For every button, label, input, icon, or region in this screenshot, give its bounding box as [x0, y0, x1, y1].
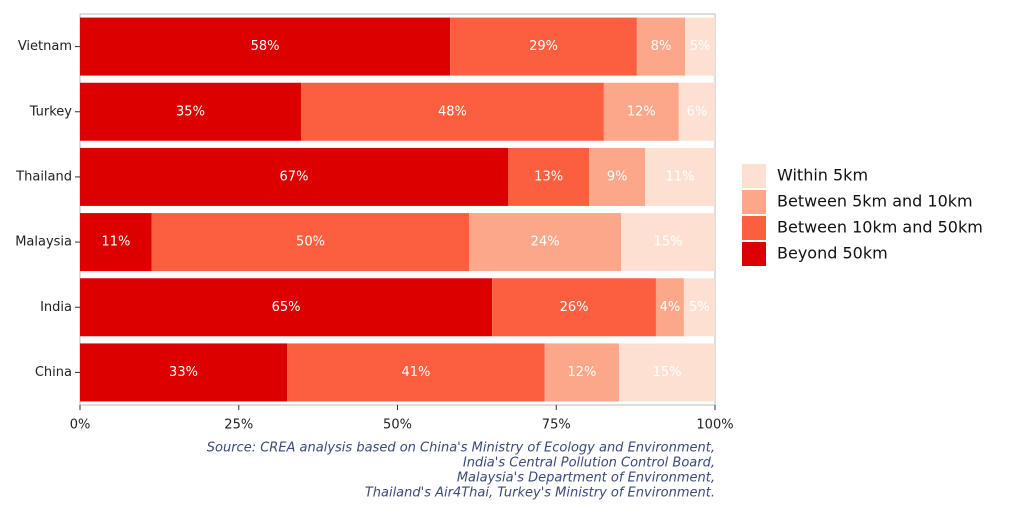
value-label: 11% [666, 169, 695, 184]
value-label: 26% [560, 300, 589, 315]
y-tick-label: China [35, 365, 72, 380]
bar-segment [492, 278, 656, 337]
legend-label: Between 10km and 50km [777, 218, 983, 237]
bar-segment [469, 213, 622, 272]
value-label: 4% [660, 300, 681, 315]
bar-segment [683, 278, 715, 337]
value-label: 9% [607, 169, 628, 184]
bar-segment [678, 82, 715, 141]
bar-segment [685, 17, 715, 76]
value-label: 48% [438, 104, 467, 119]
value-label: 24% [531, 235, 560, 250]
legend-swatch [742, 216, 766, 240]
legend-swatch [742, 190, 766, 214]
caption: Malaysia's Department of Environment, [457, 471, 715, 486]
value-label: 11% [101, 235, 130, 250]
caption: Thailand's Air4Thai, Turkey's Ministry o… [365, 486, 715, 501]
bar-segment [80, 82, 301, 141]
value-label: 15% [654, 235, 683, 250]
value-label: 35% [176, 104, 205, 119]
y-tick-label: India [40, 300, 72, 315]
value-label: 29% [529, 39, 558, 54]
value-label: 15% [653, 365, 682, 380]
bar-segment [151, 213, 470, 272]
bar-segment [287, 343, 545, 402]
value-label: 50% [296, 235, 325, 250]
x-tick-label: 100% [696, 418, 733, 433]
x-tick-label: 50% [383, 418, 412, 433]
x-tick-label: 25% [224, 418, 253, 433]
value-label: 12% [568, 365, 597, 380]
bar-segment [619, 343, 715, 402]
value-label: 58% [251, 39, 280, 54]
bar-segment [80, 213, 152, 272]
value-label: 5% [689, 300, 710, 315]
value-label: 65% [272, 300, 301, 315]
bar-segment [450, 17, 637, 76]
bar-segment [589, 147, 646, 206]
bar-segment [603, 82, 679, 141]
x-tick-label: 0% [70, 418, 91, 433]
value-label: 33% [169, 365, 198, 380]
bar-segment [80, 147, 508, 206]
bar-segment [80, 278, 493, 337]
bar-segment [80, 17, 451, 76]
legend-label: Beyond 50km [777, 244, 888, 263]
bar-segment [645, 147, 715, 206]
value-label: 12% [627, 104, 656, 119]
bar-segment [655, 278, 684, 337]
bar-segment [636, 17, 686, 76]
caption: India's Central Pollution Control Board, [463, 456, 715, 471]
value-label: 67% [280, 169, 309, 184]
legend-label: Between 5km and 10km [777, 192, 973, 211]
legend-swatch [742, 242, 766, 266]
value-label: 13% [534, 169, 563, 184]
legend-swatch [742, 164, 766, 188]
value-label: 8% [651, 39, 672, 54]
y-tick-label: Malaysia [15, 235, 72, 250]
value-label: 5% [690, 39, 711, 54]
x-tick-label: 75% [542, 418, 571, 433]
caption: Source: CREA analysis based on China's M… [207, 441, 715, 456]
bar-segment [300, 82, 604, 141]
bar-segment [80, 343, 288, 402]
y-tick-label: Vietnam [18, 39, 72, 54]
y-tick-label: Thailand [15, 169, 72, 184]
bar-segment [507, 147, 590, 206]
value-label: 6% [687, 104, 708, 119]
y-tick-label: Turkey [29, 104, 73, 119]
bar-segment [621, 213, 715, 272]
bar-segment [544, 343, 620, 402]
value-label: 41% [401, 365, 430, 380]
legend-label: Within 5km [777, 166, 868, 185]
